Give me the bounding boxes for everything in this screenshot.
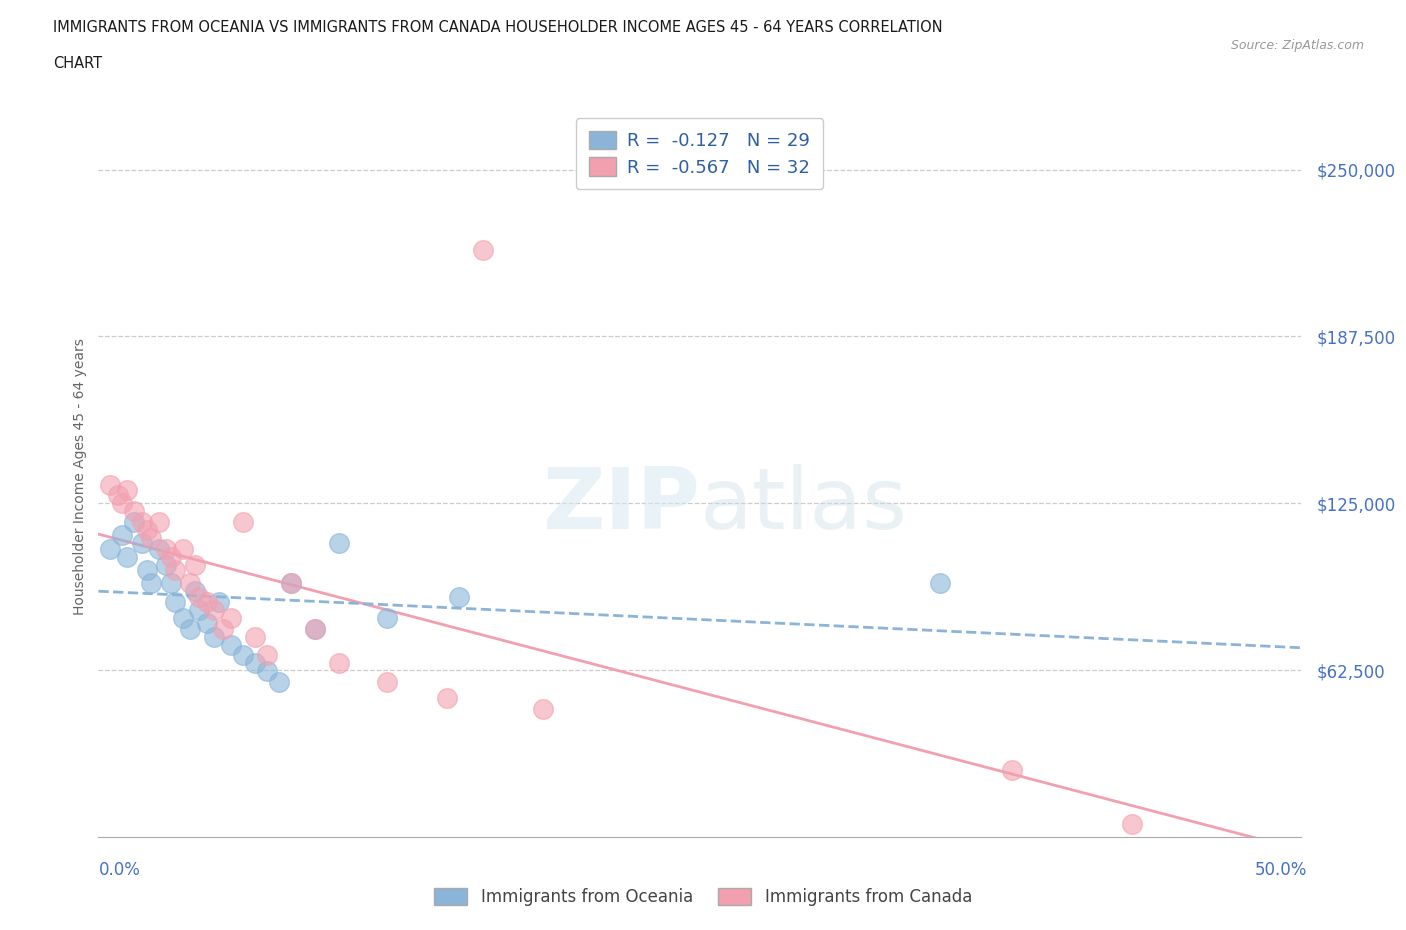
Point <box>304 621 326 636</box>
Point <box>304 621 326 636</box>
Point <box>148 514 170 529</box>
Text: IMMIGRANTS FROM OCEANIA VS IMMIGRANTS FROM CANADA HOUSEHOLDER INCOME AGES 45 - 6: IMMIGRANTS FROM OCEANIA VS IMMIGRANTS FR… <box>53 20 943 35</box>
Point <box>141 576 163 591</box>
Text: ZIP: ZIP <box>541 464 699 547</box>
Text: atlas: atlas <box>699 464 907 547</box>
Text: Source: ZipAtlas.com: Source: ZipAtlas.com <box>1230 39 1364 52</box>
Point <box>472 243 495 258</box>
Point <box>179 576 201 591</box>
Point <box>219 637 242 652</box>
Point <box>141 531 163 546</box>
Point <box>531 701 554 716</box>
Point <box>188 603 211 618</box>
Point <box>1001 763 1024 777</box>
Point <box>100 477 122 492</box>
Point <box>100 541 122 556</box>
Point <box>375 611 398 626</box>
Point <box>111 528 134 543</box>
Point <box>172 611 194 626</box>
Text: 50.0%: 50.0% <box>1256 860 1308 879</box>
Point <box>117 550 139 565</box>
Point <box>256 648 278 663</box>
Point <box>135 523 157 538</box>
Point <box>188 590 211 604</box>
Point <box>131 536 153 551</box>
Point <box>436 691 458 706</box>
Point <box>280 576 302 591</box>
Point <box>155 557 177 572</box>
Legend: Immigrants from Oceania, Immigrants from Canada: Immigrants from Oceania, Immigrants from… <box>427 881 979 912</box>
Point <box>232 648 254 663</box>
Point <box>131 514 153 529</box>
Point <box>183 584 205 599</box>
Point <box>124 514 146 529</box>
Point <box>195 616 218 631</box>
Point <box>202 630 225 644</box>
Point <box>202 603 225 618</box>
Text: CHART: CHART <box>53 56 103 71</box>
Text: 0.0%: 0.0% <box>98 860 141 879</box>
Point <box>159 550 181 565</box>
Point <box>1121 817 1143 831</box>
Point <box>135 563 157 578</box>
Point <box>243 656 266 671</box>
Point <box>219 611 242 626</box>
Point <box>328 536 350 551</box>
Point <box>328 656 350 671</box>
Point <box>155 541 177 556</box>
Point <box>111 496 134 511</box>
Point <box>183 557 205 572</box>
Point <box>165 594 187 609</box>
Point <box>107 488 129 503</box>
Point <box>267 675 290 690</box>
Point <box>172 541 194 556</box>
Legend: R =  -0.127   N = 29, R =  -0.567   N = 32: R = -0.127 N = 29, R = -0.567 N = 32 <box>576 118 823 190</box>
Y-axis label: Householder Income Ages 45 - 64 years: Householder Income Ages 45 - 64 years <box>73 339 87 615</box>
Point <box>375 675 398 690</box>
Point <box>243 630 266 644</box>
Point <box>928 576 950 591</box>
Point <box>256 664 278 679</box>
Point <box>212 621 235 636</box>
Point <box>447 590 470 604</box>
Point <box>280 576 302 591</box>
Point <box>165 563 187 578</box>
Point <box>124 504 146 519</box>
Point <box>232 514 254 529</box>
Point <box>208 594 231 609</box>
Point <box>148 541 170 556</box>
Point <box>117 483 139 498</box>
Point <box>195 594 218 609</box>
Point <box>159 576 181 591</box>
Point <box>179 621 201 636</box>
